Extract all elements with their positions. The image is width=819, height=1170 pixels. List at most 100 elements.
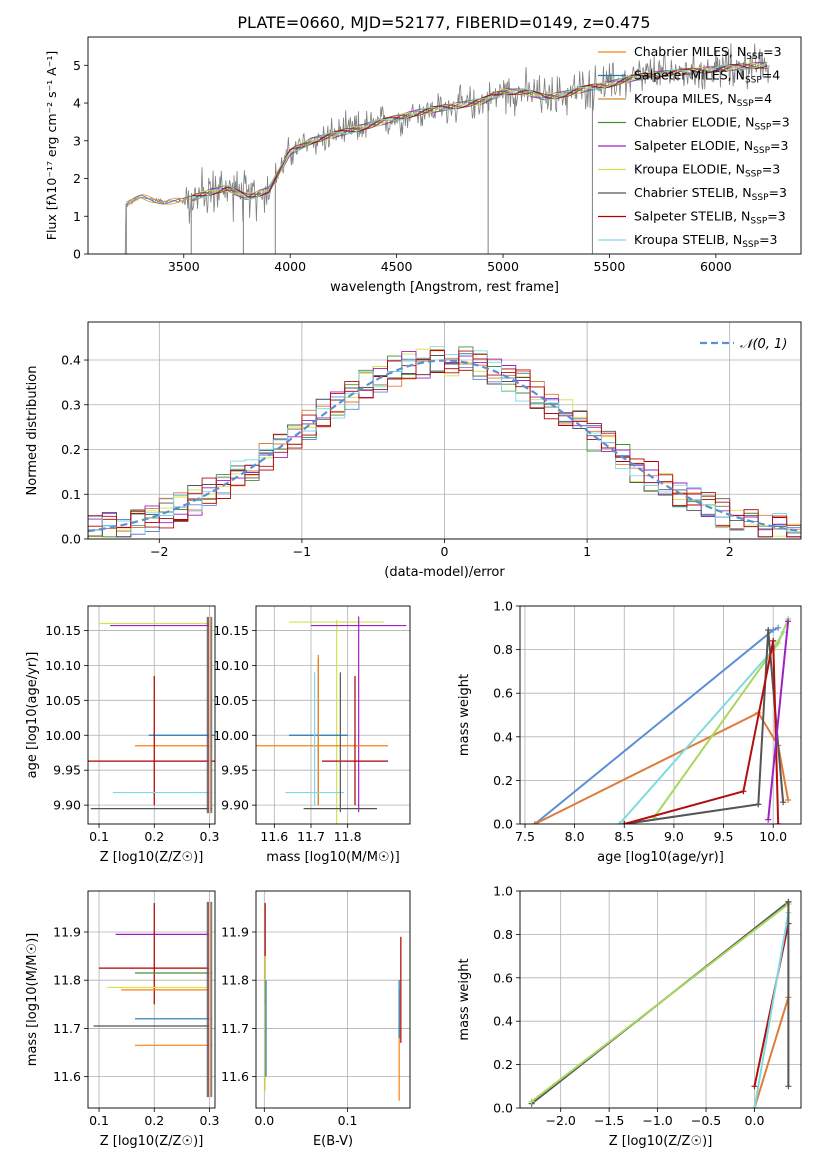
weight-marker — [616, 821, 623, 824]
spectrum-frame — [87, 36, 802, 255]
residuals-ylabel: Normed distribution — [25, 366, 40, 496]
y-tick-label: 0.4 — [61, 353, 81, 368]
x-tick-label: −1 — [293, 544, 311, 559]
y-tick-label: 10.10 — [213, 658, 249, 673]
weight-marker — [751, 1105, 758, 1108]
weight-marker — [775, 640, 782, 647]
x-tick-label: 0.2 — [144, 1113, 164, 1128]
residuals-axes: −2 −1 0 1 2 0.0 0.1 0.2 0.3 0.4 — [61, 322, 801, 559]
y-tick-label: 1.0 — [493, 599, 513, 614]
weight-series-line — [534, 711, 790, 824]
mass_vs_EBV-points — [264, 903, 402, 1101]
y-tick-label: 0.6 — [493, 686, 513, 701]
y-tick-label: 9.95 — [221, 763, 249, 778]
x-tick-label: 6000 — [700, 259, 732, 274]
y-tick-label: 11.7 — [221, 1021, 249, 1036]
weight_vs_Z-frame — [519, 890, 802, 1109]
weight-marker — [751, 1083, 758, 1090]
legend-entry: Chabrier MILES, NSSP=3 — [634, 44, 782, 62]
weight-marker — [528, 1098, 535, 1105]
x-tick-label: 5000 — [487, 259, 519, 274]
y-tick-label: 0.4 — [493, 1014, 513, 1029]
x-tick-label: 9.0 — [664, 829, 684, 844]
weight-series-line — [753, 997, 790, 1108]
y-tick-label: 4 — [73, 96, 81, 111]
model-fit-line — [192, 62, 768, 199]
mass_vs_EBV-frame — [255, 890, 411, 1109]
weight-marker — [765, 816, 772, 823]
y-tick-label: 11.7 — [53, 1021, 81, 1036]
y-tick-label: 11.6 — [221, 1069, 249, 1084]
x-tick-label: 11.7 — [297, 829, 325, 844]
y-tick-label: 0 — [73, 247, 81, 262]
spectrum-lines — [124, 43, 770, 254]
y-tick-label: 0.0 — [493, 1101, 513, 1116]
weight-series-line — [534, 626, 779, 824]
x-tick-label: 4500 — [381, 259, 413, 274]
age_vs_Z-xlabel: Z [log10(Z/Z☉)] — [100, 850, 204, 865]
y-tick-label: 0.4 — [493, 729, 513, 744]
weight-marker — [780, 799, 787, 806]
x-tick-label: 0.3 — [200, 1113, 220, 1128]
weight-marker — [770, 637, 777, 644]
y-tick-label: 11.6 — [53, 1069, 81, 1084]
figure-title: PLATE=0660, MJD=52177, FIBERID=0149, z=0… — [237, 13, 650, 32]
x-tick-label: −1.0 — [642, 1113, 672, 1128]
weight-marker — [785, 797, 792, 804]
weight_vs_age-xlabel: age [log10(age/yr)] — [597, 850, 724, 865]
residual-histograms — [88, 346, 801, 538]
x-tick-label: 0.2 — [144, 829, 164, 844]
y-tick-label: 0.2 — [493, 1057, 513, 1072]
y-tick-label: 10.00 — [213, 728, 249, 743]
weight-marker — [531, 821, 538, 824]
x-tick-label: 0.0 — [745, 1113, 765, 1128]
x-tick-label: 7.5 — [515, 829, 535, 844]
y-tick-label: 3 — [73, 133, 81, 148]
x-tick-label: −2.0 — [546, 1113, 576, 1128]
y-tick-label: 2 — [73, 171, 81, 186]
weight_vs_Z-xlabel: Z [log10(Z/Z☉)] — [609, 1134, 713, 1149]
residual-histogram — [88, 348, 801, 538]
model-fit-line — [126, 64, 768, 205]
x-tick-label: −0.5 — [691, 1113, 721, 1128]
y-tick-label: 9.90 — [221, 798, 249, 813]
x-tick-label: 11.8 — [334, 829, 362, 844]
y-tick-label: 0.8 — [493, 642, 513, 657]
weight_vs_Z-series — [528, 898, 792, 1108]
spectrum-xlabel: wavelength [Angstrom, rest frame] — [330, 280, 559, 295]
y-tick-label: 10.10 — [45, 658, 81, 673]
legend-entry: Chabrier STELIB, NSSP=3 — [634, 185, 787, 203]
normal-curve — [88, 359, 801, 533]
weight-marker — [785, 618, 792, 625]
mass_vs_Z-points — [93, 901, 213, 1098]
mass_vs_Z-frame — [87, 890, 216, 1109]
x-tick-label: 8.0 — [565, 829, 585, 844]
y-tick-label: 1 — [73, 209, 81, 224]
legend-entry: Salpeter ELODIE, NSSP=3 — [634, 138, 788, 156]
x-tick-label: 9.5 — [714, 829, 734, 844]
y-tick-label: 0.0 — [493, 817, 513, 832]
x-tick-label: 5500 — [594, 259, 626, 274]
y-tick-label: 10.05 — [45, 693, 81, 708]
age_vs_Z-points — [88, 616, 215, 814]
weight_vs_age-ylabel: mass weight — [457, 674, 472, 756]
x-tick-label: 0.1 — [89, 829, 109, 844]
weight-series-line — [530, 903, 790, 1103]
x-tick-label: 11.6 — [260, 829, 288, 844]
y-tick-label: 1.0 — [493, 884, 513, 899]
residuals-xlabel: (data-model)/error — [384, 565, 505, 580]
y-tick-label: 0.1 — [61, 487, 81, 502]
y-tick-label: 10.15 — [45, 623, 81, 638]
mass_vs_Z-xlabel: Z [log10(Z/Z☉)] — [100, 1134, 204, 1149]
y-tick-label: 0.6 — [493, 970, 513, 985]
x-tick-label: 0.3 — [200, 829, 220, 844]
legend-entry: 𝒩(0, 1) — [740, 337, 787, 352]
spectrum-axes: 3500 4000 4500 5000 5500 6000 0 1 2 3 4 5 — [73, 58, 732, 274]
x-tick-label: 2 — [726, 544, 734, 559]
age_vs_mass-points — [256, 616, 407, 824]
weight-marker — [755, 801, 762, 808]
legend-entry: Chabrier ELODIE, NSSP=3 — [634, 115, 790, 133]
age_vs_Z-ylabel: age [log10(age/yr)] — [25, 652, 40, 779]
y-tick-label: 9.95 — [53, 763, 81, 778]
